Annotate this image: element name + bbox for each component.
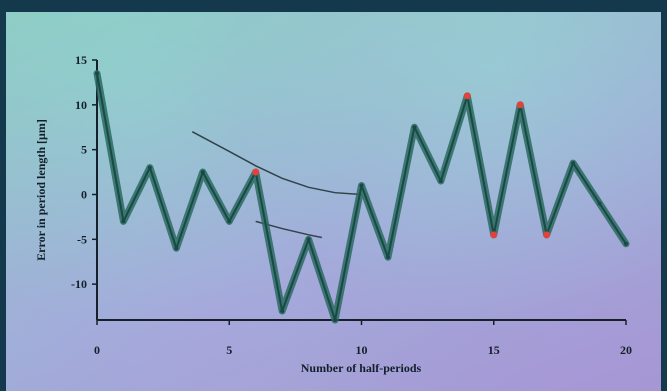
chart-panel: [6, 12, 661, 391]
data-point: [147, 165, 152, 170]
highlighted-markers: [252, 92, 551, 239]
data-point: [280, 309, 285, 314]
x-axis-title: Number of half-periods: [301, 361, 422, 375]
series-line-halo: [93, 69, 630, 324]
y-tick-label: 15: [75, 53, 87, 67]
data-point: [200, 170, 205, 175]
data-point: [571, 161, 576, 166]
y-axis-title: Error in period length [μm]: [34, 119, 48, 261]
data-point: [121, 219, 126, 224]
x-tick-label: 15: [488, 343, 500, 357]
data-point: [174, 246, 179, 251]
y-tick-label: 10: [75, 98, 87, 112]
highlighted-point: [252, 168, 260, 176]
data-point: [624, 241, 628, 246]
highlighted-point: [543, 231, 551, 239]
highlighted-point: [463, 92, 471, 100]
x-tick-label: 0: [94, 343, 100, 357]
series-group: [93, 69, 630, 324]
highlighted-point: [516, 101, 524, 109]
x-tick-label: 5: [226, 343, 232, 357]
data-point: [306, 237, 311, 242]
trend-curves: [191, 131, 362, 239]
y-tick-label: -10: [71, 277, 87, 291]
data-point: [227, 219, 232, 224]
highlighted-point: [490, 231, 498, 239]
data-point: [95, 71, 99, 76]
data-point: [385, 255, 390, 260]
axis-ticks: 0 5 10 15 20 15 10 5 0 -5 -10: [71, 53, 632, 357]
data-point: [597, 201, 602, 206]
trend-curve: [191, 131, 362, 196]
data-point: [412, 125, 417, 130]
y-tick-label: -5: [77, 232, 87, 246]
y-tick-label: 0: [81, 187, 87, 201]
x-tick-label: 20: [620, 343, 632, 357]
data-point: [333, 318, 338, 322]
x-tick-label: 10: [356, 343, 368, 357]
data-point: [438, 179, 443, 184]
y-tick-label: 5: [81, 143, 87, 157]
data-point: [359, 183, 364, 188]
